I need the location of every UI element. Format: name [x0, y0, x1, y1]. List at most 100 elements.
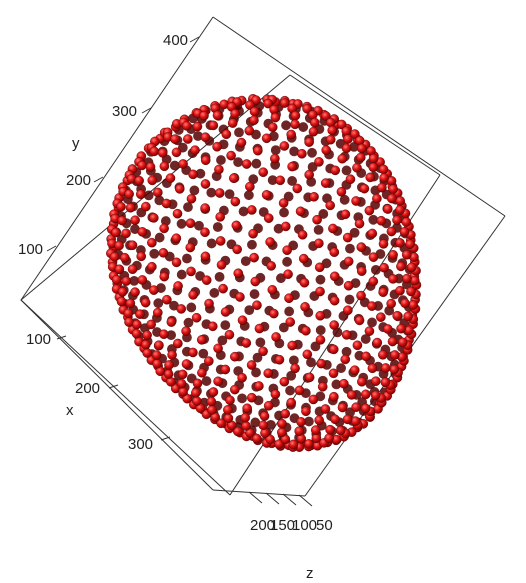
- data-point: [364, 205, 375, 216]
- data-point: [178, 386, 188, 397]
- data-point: [224, 329, 235, 340]
- data-point: [356, 290, 366, 301]
- data-point: [337, 402, 348, 413]
- data-point: [354, 315, 365, 326]
- data-point: [345, 174, 356, 185]
- data-point: [315, 286, 325, 297]
- data-point: [368, 153, 379, 164]
- data-point: [117, 215, 127, 226]
- data-point: [315, 335, 326, 345]
- data-point: [181, 121, 192, 131]
- data-point: [171, 233, 182, 244]
- data-point: [114, 240, 124, 251]
- data-point: [401, 249, 412, 260]
- data-point: [254, 323, 265, 334]
- box-edge-inner-top: [289, 74, 441, 176]
- data-point: [146, 319, 156, 330]
- data-point: [265, 434, 275, 445]
- data-point: [284, 293, 294, 304]
- data-point: [125, 202, 136, 213]
- box-edge-front: [20, 299, 231, 496]
- data-point: [173, 338, 183, 349]
- z-tick-mark: [265, 492, 280, 505]
- data-point: [351, 196, 361, 206]
- data-point: [360, 334, 371, 344]
- data-point: [251, 158, 262, 169]
- data-point: [166, 317, 177, 327]
- data-point: [395, 285, 405, 296]
- data-point: [159, 271, 170, 282]
- y-axis: 400 300 200 100 y: [18, 32, 200, 258]
- data-point: [267, 122, 278, 132]
- data-point: [188, 169, 198, 180]
- data-point: [258, 346, 268, 357]
- data-point: [204, 298, 214, 309]
- data-point: [310, 425, 321, 435]
- data-point: [372, 337, 383, 348]
- data-point: [301, 406, 311, 417]
- data-point: [231, 220, 242, 231]
- data-point: [283, 269, 293, 280]
- data-point: [212, 222, 223, 232]
- data-point: [245, 181, 255, 192]
- data-point: [249, 115, 259, 126]
- data-point: [232, 426, 243, 437]
- data-point: [270, 153, 280, 164]
- data-point: [343, 256, 354, 267]
- data-point: [368, 276, 379, 287]
- data-point: [220, 320, 231, 331]
- data-point: [123, 308, 134, 319]
- data-point: [336, 187, 347, 197]
- data-point: [395, 196, 406, 206]
- data-point: [343, 305, 353, 316]
- data-point: [181, 359, 192, 369]
- data-point: [208, 120, 219, 131]
- data-point: [386, 298, 396, 309]
- data-point: [388, 250, 398, 260]
- data-point: [216, 260, 227, 270]
- data-point: [283, 191, 294, 202]
- data-point: [342, 414, 353, 425]
- data-point: [158, 248, 169, 258]
- data-point: [229, 173, 239, 184]
- data-point: [116, 201, 126, 212]
- z-tick-label: 150: [270, 517, 295, 534]
- data-point: [216, 155, 226, 165]
- data-point: [386, 193, 397, 204]
- data-point: [310, 341, 321, 352]
- data-point: [206, 238, 217, 249]
- data-point: [388, 274, 398, 284]
- data-point: [221, 129, 232, 140]
- data-point: [236, 137, 247, 148]
- data-point: [285, 385, 295, 396]
- data-point: [285, 317, 296, 327]
- data-point: [370, 390, 381, 401]
- data-point: [288, 355, 299, 366]
- y-tick-mark: [46, 245, 57, 252]
- data-point: [237, 372, 247, 383]
- data-point: [287, 161, 297, 172]
- data-point: [251, 433, 262, 444]
- data-point: [131, 328, 142, 339]
- data-point: [298, 253, 309, 264]
- data-point: [400, 298, 410, 309]
- data-point: [162, 294, 172, 305]
- data-point: [343, 134, 353, 144]
- data-point: [209, 288, 220, 298]
- data-point: [389, 364, 400, 375]
- data-point: [370, 264, 381, 275]
- data-point: [380, 377, 391, 388]
- data-point: [233, 268, 244, 279]
- data-point: [294, 385, 305, 396]
- data-point: [201, 275, 212, 285]
- data-point: [140, 339, 151, 350]
- data-point: [287, 176, 298, 186]
- data-point: [408, 300, 418, 310]
- box-edge-inner-left: [20, 74, 291, 301]
- data-point: [186, 266, 196, 277]
- data-point: [200, 251, 211, 262]
- data-point: [240, 256, 251, 267]
- data-point: [149, 213, 159, 223]
